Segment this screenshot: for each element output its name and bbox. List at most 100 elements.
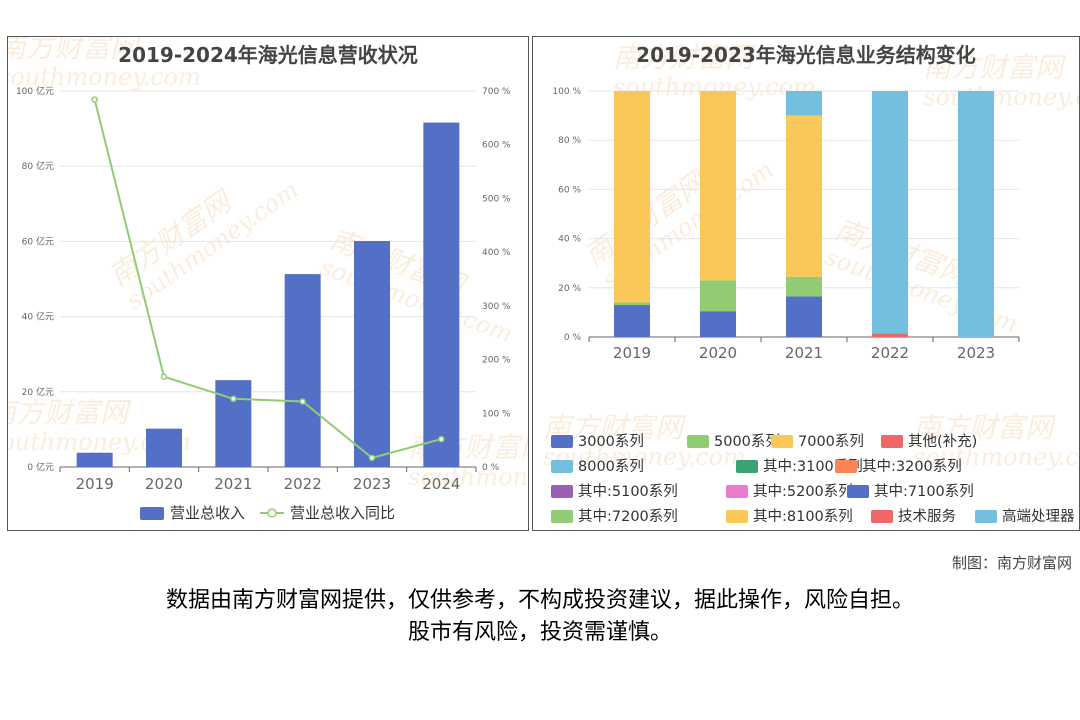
legend-swatch: [771, 435, 793, 448]
y-axis-tick-label: 100 %: [552, 87, 581, 97]
left-axis-tick-label: 80 亿元: [22, 160, 54, 172]
watermark-text-cn: 南方财富网: [8, 37, 142, 64]
legend-swatch: [726, 510, 748, 523]
stacked-segment: [700, 91, 736, 281]
stacked-segment: [872, 91, 908, 334]
stacked-segment: [614, 305, 650, 337]
x-axis-tick-label: 2021: [214, 475, 252, 493]
stacked-segment: [786, 115, 822, 277]
legend-swatch: [551, 460, 573, 473]
watermark-text-cn: 南方财富网: [913, 411, 1057, 444]
right-axis-tick-label: 100 %: [482, 409, 511, 419]
legend-label: 其中:7100系列: [874, 483, 974, 500]
left-axis-tick-label: 40 亿元: [22, 311, 54, 323]
legend-label: 其中:8100系列: [753, 508, 853, 525]
legend-swatch: [726, 485, 748, 498]
legend-label: 其他(补充): [908, 433, 977, 450]
legend-label: 7000系列: [798, 433, 864, 450]
yoy-point: [368, 454, 376, 462]
legend-label: 其中:5200系列: [753, 483, 853, 500]
watermark-text-cn: 南方财富网: [8, 396, 132, 429]
legend-swatch: [835, 460, 857, 473]
legend-swatch: [881, 435, 903, 448]
legend-label: 8000系列: [578, 458, 644, 475]
legend-label: 其中:7200系列: [578, 508, 678, 525]
left-axis-tick-label: 0 亿元: [27, 461, 54, 473]
revenue-bar: [215, 380, 252, 467]
legend-label-yoy: 营业总收入同比: [290, 504, 395, 522]
stacked-segment: [614, 91, 650, 303]
x-axis-tick-label: 2021: [785, 344, 823, 362]
right-axis-tick-label: 400 %: [482, 248, 511, 258]
y-axis-tick-label: 40 %: [558, 235, 581, 245]
x-axis-tick-label: 2024: [422, 475, 460, 493]
y-axis-tick-label: 60 %: [558, 185, 581, 195]
right-axis-tick-label: 500 %: [482, 194, 511, 204]
x-axis-tick-label: 2019: [613, 344, 651, 362]
left-axis-tick-label: 60 亿元: [22, 235, 54, 247]
legend-swatch-yoy-marker: [267, 508, 277, 518]
legend-label: 5000系列: [714, 433, 780, 450]
left-axis-tick-label: 100 亿元: [16, 85, 54, 97]
legend-swatch: [975, 510, 997, 523]
stacked-segment: [958, 91, 994, 337]
revenue-bar: [146, 428, 182, 467]
legend-label-revenue: 营业总收入: [170, 504, 245, 522]
watermark-text-cn: 南方财富网: [613, 41, 757, 74]
yoy-point: [299, 398, 306, 405]
legend-label: 技术服务: [898, 508, 956, 525]
revenue-chart-title: 2019-2024年海光信息营收状况: [118, 43, 418, 67]
watermark-text-en: southmoney.com: [408, 463, 528, 491]
watermark-text-cn: 南方财富网: [923, 51, 1067, 84]
revenue-bar: [284, 274, 321, 467]
yoy-point: [230, 395, 237, 403]
stacked-segment: [614, 302, 650, 306]
stacked-segment: [700, 311, 736, 337]
revenue-bar: [76, 452, 113, 467]
yoy-point: [91, 96, 98, 103]
x-axis-tick-label: 2023: [957, 344, 995, 362]
yoy-point: [160, 373, 168, 381]
legend-swatch: [736, 460, 758, 473]
business-structure-chart: 南方财富网southmoney.com南方财富网southmoney.com南方…: [543, 41, 1079, 525]
stacked-segment: [700, 280, 736, 312]
right-axis-tick-label: 200 %: [482, 356, 511, 366]
revenue-chart-panel: 南方财富网 southmoney.com 南方财富网 southmoney.com 南方…: [7, 36, 529, 531]
right-axis-tick-label: 600 %: [482, 141, 511, 151]
x-axis-tick-label: 2020: [699, 344, 737, 362]
left-axis-tick-label: 20 亿元: [22, 386, 54, 398]
business-structure-chart-title: 2019-2023年海光信息业务结构变化: [636, 43, 976, 67]
revenue-bar: [423, 122, 460, 468]
stacked-segment: [872, 333, 908, 337]
legend-swatch: [847, 485, 869, 498]
disclaimer-line-1: 数据由南方财富网提供，仅供参考，不构成投资建议，据此操作，风险自担。: [165, 588, 914, 613]
x-axis-tick-label: 2019: [76, 475, 114, 493]
legend-swatch: [687, 435, 709, 448]
y-axis-tick-label: 20 %: [558, 284, 581, 294]
y-axis-tick-label: 80 %: [558, 136, 581, 146]
legend-label: 3000系列: [578, 433, 644, 450]
watermark-text-en: southmoney.com: [923, 83, 1079, 111]
legend-swatch: [871, 510, 893, 523]
y-axis-tick-label: 0 %: [564, 333, 582, 343]
legend-label: 高端处理器: [1002, 508, 1075, 525]
legend-label: 其中:3200系列: [862, 458, 962, 475]
yoy-line: [93, 99, 442, 459]
right-axis-tick-label: 700 %: [482, 87, 511, 97]
watermark-text-en: southmoney.com: [8, 63, 201, 91]
right-axis-tick-label: 0 %: [482, 463, 500, 473]
disclaimer-line-2: 股市有风险，投资需谨慎。: [407, 620, 672, 645]
right-axis-tick-label: 300 %: [482, 302, 511, 312]
yoy-point: [438, 435, 445, 443]
chart-credit: 制图：南方财富网: [951, 554, 1072, 572]
revenue-bar: [354, 241, 390, 467]
watermark-text-en: southmoney.com: [543, 443, 746, 471]
